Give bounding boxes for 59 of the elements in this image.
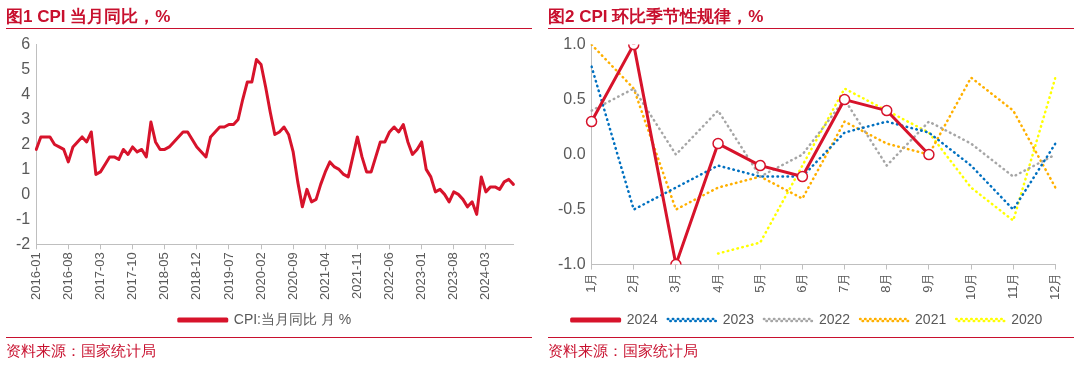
line-series (716, 76, 1057, 255)
text: 资料来源：国家统计局 (6, 341, 157, 361)
x-tick-label: 2023-01 (413, 252, 429, 301)
x-tick-label: 2019-07 (220, 252, 236, 301)
x-tick-label: 7月 (836, 272, 852, 293)
x-tick-label: 2020-09 (284, 252, 300, 301)
x-tick-label: 2021-11 (348, 252, 364, 300)
x-tick-label: 10月 (962, 272, 978, 301)
x-tick-label: 12月 (1046, 272, 1062, 301)
x-tick-label: 2017-03 (92, 252, 108, 301)
point (585, 115, 598, 128)
x-tick-label: 4月 (709, 272, 725, 293)
y-tick-label: -2 (15, 234, 31, 252)
chart-title: 图1 CPI 当月同比，% (6, 0, 532, 29)
x-tick-label: 2017-10 (124, 252, 140, 301)
y-tick-label: 0.5 (563, 89, 586, 107)
x-tick-label: 2023-08 (445, 252, 461, 301)
x-tick-label: 9月 (920, 272, 936, 293)
text: 资料来源：国家统计局 (548, 341, 699, 361)
y-tick-label: -1 (15, 209, 31, 227)
y-tick-label: -1.0 (557, 254, 586, 272)
y-tick-label: 6 (21, 35, 31, 53)
y-tick-label: 0.0 (563, 144, 586, 162)
y-tick-label: 3 (21, 109, 31, 127)
chart-title: 图2 CPI 环比季节性规律，% (548, 0, 1074, 29)
y-tick-label: 2 (21, 134, 31, 152)
point (712, 137, 724, 150)
legend-label: 2024 (626, 310, 658, 327)
point (838, 93, 851, 106)
y-tick-label: 1 (21, 159, 31, 177)
legend-label: 2022 (818, 310, 851, 327)
x-tick-label: 5月 (751, 272, 767, 293)
legend-label: 2021 (915, 310, 947, 327)
x-tick-label: 2021-04 (316, 252, 332, 301)
legend-label: CPI:当月同比 月 % (233, 310, 352, 327)
x-tick-label: 2022-06 (381, 252, 397, 301)
x-tick-label: 6月 (793, 272, 809, 293)
point (754, 159, 766, 172)
y-tick-label: 0 (21, 184, 31, 202)
y-tick-label: 1.0 (563, 35, 586, 53)
point (923, 148, 935, 161)
x-tick-label: 2016-08 (59, 252, 75, 301)
y-tick-label: 4 (21, 84, 31, 102)
x-tick-label: 2018-12 (188, 252, 204, 301)
point (880, 104, 893, 117)
x-tick-label: 11月 (1004, 272, 1020, 300)
legend-label: 2023 (722, 310, 755, 327)
x-tick-label: 2016-01 (27, 252, 43, 301)
y-tick-label: -0.5 (557, 199, 586, 217)
x-tick-label: 3月 (667, 272, 683, 293)
x-tick-label: 1月 (583, 272, 599, 293)
y-tick-label: 5 (21, 59, 31, 77)
legend-label: 2020 (1011, 310, 1043, 327)
x-tick-label: 2月 (625, 272, 641, 293)
x-tick-label: 2020-02 (252, 252, 268, 301)
x-tick-label: 8月 (878, 272, 894, 293)
x-tick-label: 2018-05 (156, 252, 172, 301)
point (796, 170, 809, 183)
x-tick-label: 2024-03 (477, 252, 493, 301)
